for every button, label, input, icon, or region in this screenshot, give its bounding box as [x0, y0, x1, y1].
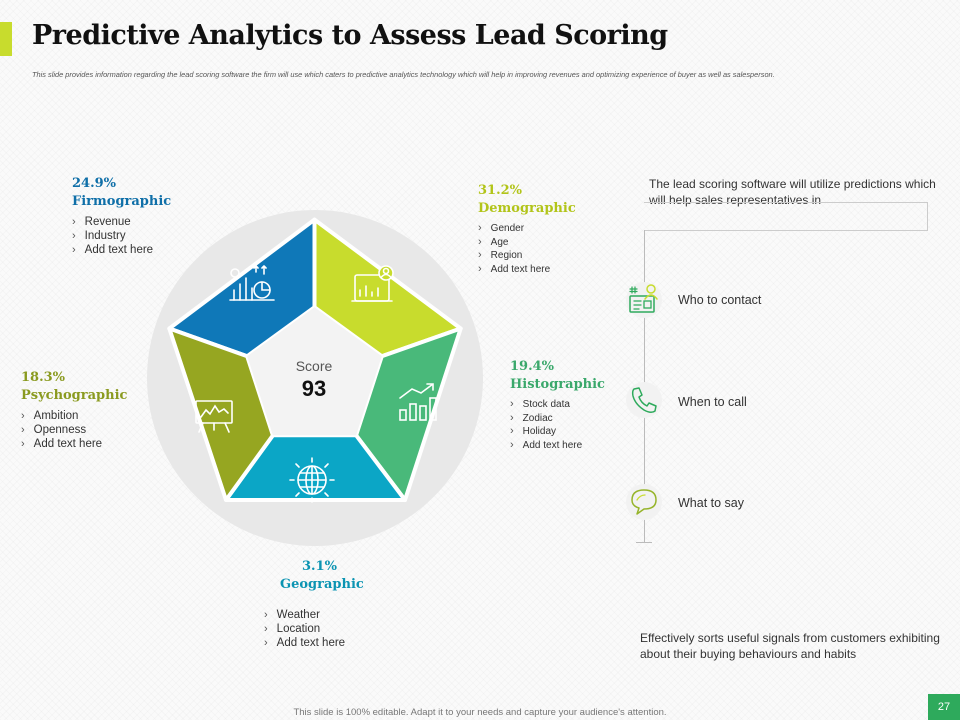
psychographic-items: Ambition Openness Add text here	[21, 409, 127, 451]
list-item: Location	[264, 622, 364, 636]
globe-icon	[289, 457, 335, 503]
score-label: Score	[295, 358, 333, 374]
step-label-what-to-say: What to say	[678, 496, 744, 510]
step-label-who-to-contact: Who to contact	[678, 293, 762, 307]
center-pentagon	[247, 307, 382, 436]
contact-card-icon	[629, 284, 658, 313]
score-value: 93	[301, 376, 327, 401]
demographic-title: Demographic	[478, 201, 576, 216]
timeline-bracket	[644, 202, 928, 231]
list-item: Weather	[264, 608, 364, 622]
label-firmographic: 24.9% Firmographic Revenue Industry Add …	[72, 175, 171, 257]
step-who-to-contact	[626, 282, 662, 318]
list-item: Openness	[21, 423, 127, 437]
list-item: Stock data	[510, 398, 605, 412]
intro-text: The lead scoring software will utilize p…	[649, 177, 936, 207]
histographic-items: Stock data Zodiac Holiday Add text here	[510, 398, 605, 453]
demographic-items: Gender Age Region Add text here	[478, 222, 576, 277]
label-histographic: 19.4% Histographic Stock data Zodiac Hol…	[510, 358, 605, 453]
list-item: Add text here	[510, 439, 605, 453]
geographic-percent: 3.1%	[302, 559, 337, 574]
list-item: Industry	[72, 229, 171, 243]
list-item: Add text here	[264, 636, 364, 650]
presentation-board-icon	[195, 400, 233, 433]
list-item: Age	[478, 236, 576, 250]
geographic-items: Weather Location Add text here	[264, 608, 364, 650]
list-item: Holiday	[510, 425, 605, 439]
list-item: Add text here	[478, 263, 576, 277]
list-item: Region	[478, 249, 576, 263]
histographic-percent: 19.4%	[510, 359, 555, 374]
timeline-end-tick	[636, 542, 652, 543]
list-item: Zodiac	[510, 412, 605, 426]
page-number: 27	[928, 694, 960, 720]
firmographic-items: Revenue Industry Add text here	[72, 215, 171, 257]
list-item: Add text here	[72, 243, 171, 257]
page-subtitle: This slide provides information regardin…	[32, 70, 775, 79]
score-display: Score 93	[269, 358, 359, 402]
firmographic-title: Firmographic	[72, 194, 172, 209]
conclusion-text: Effectively sorts useful signals from cu…	[640, 631, 940, 661]
step-what-to-say	[626, 484, 662, 520]
title-accent-bar	[0, 22, 12, 56]
step-when-to-call	[626, 382, 662, 418]
label-demographic: 31.2% Demographic Gender Age Region Add …	[478, 182, 576, 277]
histographic-title: Histographic	[510, 377, 605, 392]
analytics-chart-icon	[229, 265, 275, 301]
psychographic-percent: 18.3%	[21, 370, 66, 385]
demographic-percent: 31.2%	[478, 183, 523, 198]
list-item: Revenue	[72, 215, 171, 229]
label-geographic: 3.1% Geographic Weather Location Add tex…	[264, 558, 364, 650]
page-title: Predictive Analytics to Assess Lead Scor…	[32, 20, 668, 51]
step-label-when-to-call: When to call	[678, 395, 747, 409]
list-item: Gender	[478, 222, 576, 236]
label-psychographic: 18.3% Psychographic Ambition Openness Ad…	[21, 369, 127, 451]
list-item: Add text here	[21, 437, 127, 451]
list-item: Ambition	[21, 409, 127, 423]
user-dashboard-icon	[351, 265, 394, 302]
psychographic-title: Psychographic	[21, 388, 128, 403]
firmographic-percent: 24.9%	[72, 176, 117, 191]
footer-note: This slide is 100% editable. Adapt it to…	[293, 707, 667, 718]
speech-bubble-icon	[631, 489, 657, 515]
geographic-title: Geographic	[280, 577, 364, 592]
growth-chart-icon	[399, 383, 437, 421]
phone-icon	[631, 387, 657, 414]
